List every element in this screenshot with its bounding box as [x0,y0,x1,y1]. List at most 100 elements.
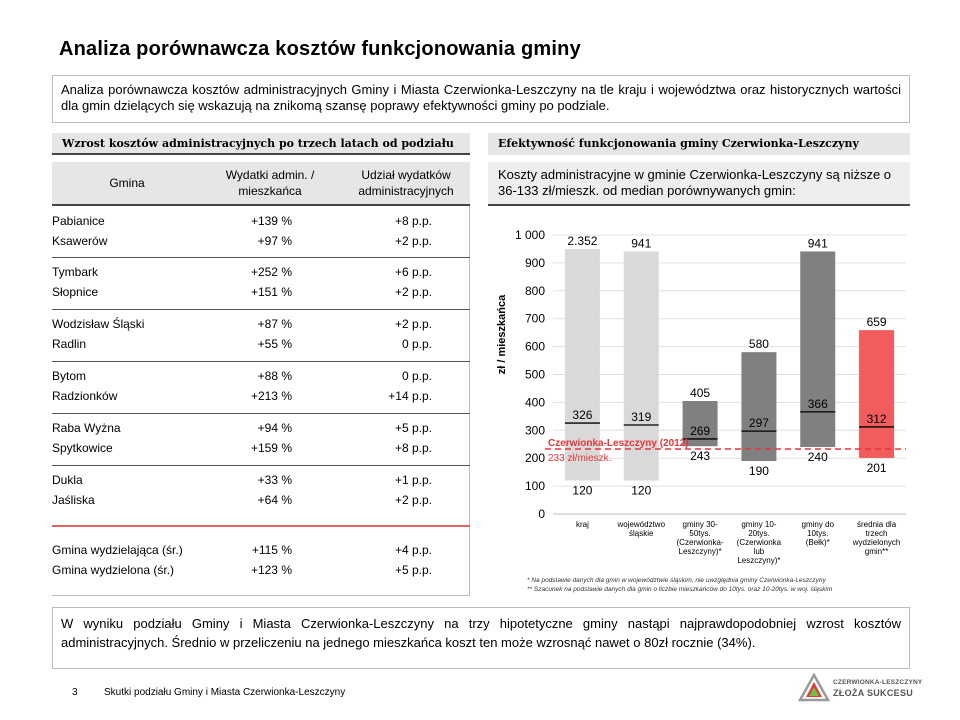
page-title: Analiza porównawcza kosztów funkcjonowan… [59,38,581,60]
x-tick-label: (Czerwionka- [677,538,724,547]
expenses-change: +33 % [257,473,292,487]
median-value-label: 326 [572,408,592,422]
expenses-change: +151 % [250,285,292,299]
max-value-label: 659 [867,315,887,329]
expenses-change: +159 % [250,441,292,455]
reference-sublabel: 233 zł/mieszk. [548,453,611,464]
column-header-share: Udział wydatków administracyjnych [358,168,454,198]
x-tick-label: województwo [616,520,665,529]
table-group: Raba Wyżna +94 % +5 p.p. Spytkowice +159… [52,414,470,466]
y-tick-label: 600 [525,340,545,354]
gmina-name: Gmina wydzielona (śr.) [52,563,175,577]
logo-text-bottom: ZŁOŻA SUKCESU [833,688,914,698]
range-bar [859,330,895,458]
y-tick-label: 1 000 [515,228,545,242]
table-group: Bytom +88 % 0 p.p. Radzionków +213 % +14… [52,362,470,414]
table-row: Jaśliska +64 % +2 p.p. [52,490,470,510]
expenses-change: +252 % [250,265,292,279]
min-value-label: 190 [749,464,769,478]
table-section-header: Wzrost kosztów administracyjnych po trze… [52,133,470,155]
median-value-label: 312 [867,412,887,426]
gmina-name: Wodzisław Śląski [52,317,145,331]
logo-mark-icon [797,672,831,702]
min-value-label: 120 [631,484,651,498]
brand-logo: CZERWIONKA-LESZCZYNY ZŁOŻA SUKCESU [797,672,922,708]
max-value-label: 2.352 [567,234,597,248]
share-change: +2 p.p. [394,317,432,331]
expenses-change: +97 % [257,234,292,248]
median-value-label: 269 [690,424,710,438]
logo-text-top: CZERWIONKA-LESZCZYNY [833,679,923,686]
table-group: Dukla +33 % +1 p.p. Jaśliska +64 % +2 p.… [52,466,470,518]
x-tick-label: (Bełk)* [806,538,830,547]
x-tick-label: 10tys. [807,529,828,538]
share-change: +4 p.p. [394,543,432,557]
table-row: Raba Wyżna +94 % +5 p.p. [52,418,470,438]
footer-text: Skutki podziału Gminy i Miasta Czerwionk… [104,687,346,698]
table-group: Pabianice +139 % +8 p.p. Ksawerów +97 % … [52,206,470,258]
range-bar [741,352,777,461]
median-value-label: 297 [749,416,769,430]
range-bar [623,251,659,481]
x-tick-label: Leszczyny)* [737,556,780,565]
expenses-change: +213 % [250,389,292,403]
share-change: +1 p.p. [394,473,432,487]
y-tick-label: 900 [525,256,545,270]
expenses-change: +123 % [250,563,292,577]
expenses-change: +64 % [257,493,292,507]
gmina-name: Dukla [52,473,83,487]
cost-growth-table: Gmina Wydatki admin. / mieszkańca Udział… [52,162,470,596]
x-tick-label: wydzielonych [852,538,901,547]
expenses-change: +88 % [257,369,292,383]
table-row: Tymbark +252 % +6 p.p. [52,262,470,282]
expenses-change: +115 % [251,543,292,557]
gmina-name: Radzionków [52,389,118,403]
table-header-row: Gmina Wydatki admin. / mieszkańca Udział… [52,162,470,206]
table-group: Wodzisław Śląski +87 % +2 p.p. Radlin +5… [52,310,470,362]
share-change: +8 p.p. [394,214,432,228]
range-bar [564,248,600,481]
min-value-label: 120 [572,484,592,498]
max-value-label: 941 [631,236,651,250]
table-row: Ksawerów +97 % +2 p.p. [52,231,470,251]
expenses-change: +55 % [257,337,292,351]
y-tick-label: 500 [525,368,545,382]
y-tick-label: 100 [525,479,545,493]
x-tick-label: Leszczyny)* [679,547,722,556]
cost-range-chart: 0 100 200 300 400 500 600 700 800 900 1 000 zł / mi… [496,228,906,565]
x-tick-label: 20tys. [748,529,769,538]
x-tick-label: gminy do [802,520,835,529]
page-number: 3 [72,687,78,698]
share-change: +2 p.p. [394,234,432,248]
share-change: +6 p.p. [394,265,432,279]
expenses-change: +94 % [257,421,292,435]
column-header-expenses: Wydatki admin. / mieszkańca [225,168,315,198]
gmina-name: Bytom [52,369,87,383]
gmina-name: Słopnice [52,285,99,299]
table-row: Radzionków +213 % +14 p.p. [52,386,470,406]
table-row: Bytom +88 % 0 p.p. [52,366,470,386]
summary-row: Gmina wydzielająca (śr.) +115 % +4 p.p. [52,540,470,560]
chart-section-header: Efektywność funkcjonowania gminy Czerwio… [488,133,910,155]
table-row: Dukla +33 % +1 p.p. [52,470,470,490]
share-change: 0 p.p. [401,337,432,351]
x-tick-label: lub [754,547,765,556]
reference-label: Czerwionka-Leszczyny (2012) [548,438,689,449]
gmina-name: Ksawerów [52,234,108,248]
y-tick-label: 300 [525,423,545,437]
range-bar [800,251,836,448]
share-change: +8 p.p. [394,441,432,455]
intro-box: Analiza porównawcza kosztów administracy… [52,75,910,123]
chart-subtitle: Koszty administracyjne w gminie Czerwion… [488,162,910,206]
max-value-label: 941 [808,236,828,250]
y-tick-label: 0 [538,507,545,521]
gmina-name: Spytkowice [52,441,113,455]
gmina-name: Gmina wydzielająca (śr.) [52,543,183,557]
gmina-name: Raba Wyżna [52,421,121,435]
x-tick-label: (Czerwionka [737,538,782,547]
x-tick-label: gminy 30- [683,520,718,529]
summary-divider [52,525,470,527]
expenses-change: +139 % [250,214,292,228]
y-tick-label: 200 [525,451,545,465]
y-tick-label: 800 [525,284,545,298]
